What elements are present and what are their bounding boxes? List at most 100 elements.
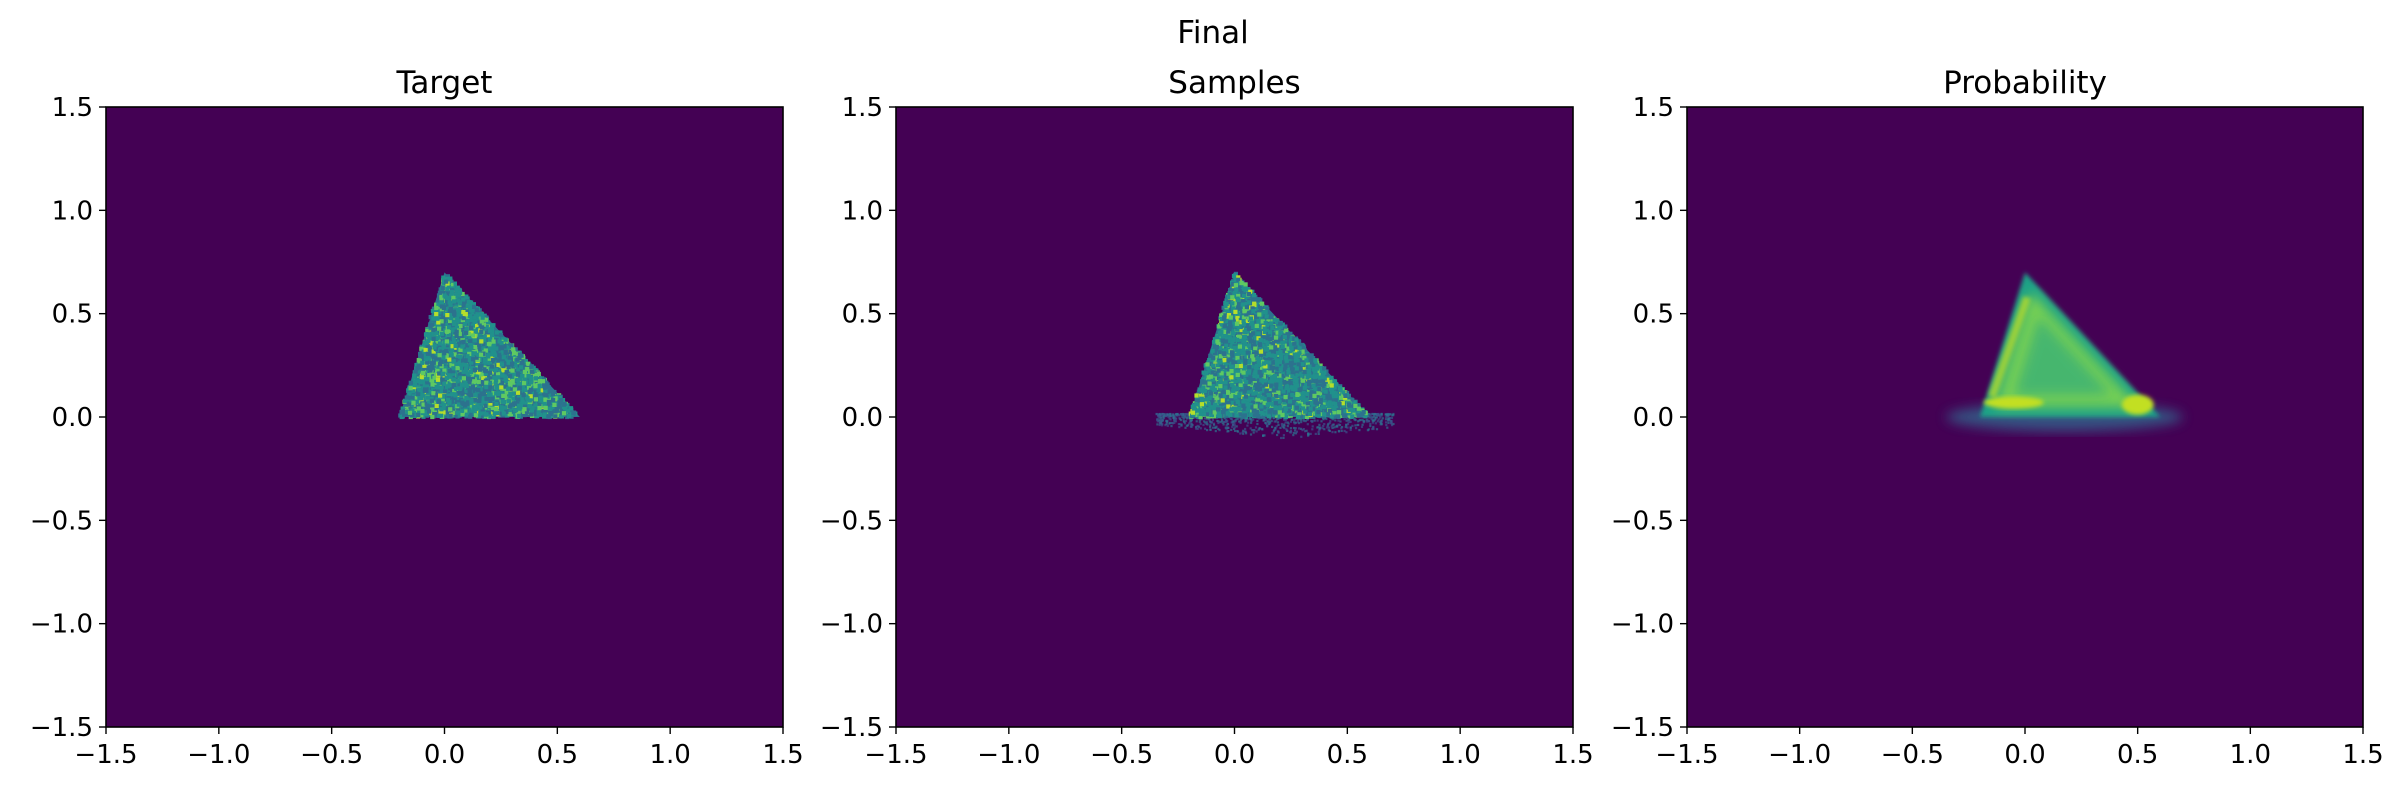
speckle <box>510 369 514 373</box>
speckle <box>519 365 523 369</box>
speckle <box>455 317 459 321</box>
speckle <box>507 399 511 403</box>
spill-pixel <box>1172 422 1174 424</box>
spill-pixel <box>1368 420 1370 422</box>
spill-pixel <box>1276 434 1278 436</box>
spill-pixel <box>1293 432 1295 434</box>
speckle <box>490 364 494 368</box>
speckle <box>438 353 442 357</box>
speckle <box>478 368 482 372</box>
speckle <box>449 351 453 355</box>
speckle <box>460 392 464 396</box>
speckle <box>427 409 431 413</box>
speckle <box>563 402 567 406</box>
spill-pixel <box>1253 429 1255 431</box>
x-tick-label: 0.0 <box>424 740 465 770</box>
speckle <box>448 407 452 411</box>
spill-pixel <box>1363 420 1365 422</box>
speckle <box>480 312 484 316</box>
spill-pixel <box>1244 428 1246 430</box>
speckle <box>526 396 530 400</box>
spill-pixel <box>1245 432 1247 434</box>
spill-pixel <box>1378 418 1380 420</box>
speckle <box>417 396 421 400</box>
spill-pixel <box>1391 417 1393 419</box>
speckle <box>460 401 464 405</box>
speckle <box>447 358 451 362</box>
spill-pixel <box>1318 424 1320 426</box>
spill-pixel <box>1312 425 1314 427</box>
spill-pixel <box>1341 430 1343 432</box>
speckle <box>488 371 492 375</box>
x-tick-label: −0.5 <box>300 740 363 770</box>
speckle <box>463 322 467 326</box>
spill-pixel <box>1178 426 1180 428</box>
speckle <box>530 370 534 374</box>
speckle <box>432 361 436 365</box>
speckle <box>472 305 476 309</box>
speckle <box>477 399 481 403</box>
spill-pixel <box>1300 436 1302 438</box>
speckle <box>517 404 521 408</box>
speckle <box>528 390 532 394</box>
speckle <box>513 387 517 391</box>
speckle <box>424 348 428 352</box>
spill-pixel <box>1298 427 1300 429</box>
speckle <box>417 406 421 410</box>
speckle <box>534 376 538 380</box>
speckle <box>425 404 429 408</box>
spill-pixel <box>1385 424 1387 426</box>
speckle <box>408 411 412 415</box>
speckle <box>519 361 523 365</box>
spill-pixel <box>1379 417 1381 419</box>
speckle <box>441 286 445 290</box>
speckle <box>521 400 525 404</box>
x-tick-label: −1.0 <box>187 740 250 770</box>
speckle <box>426 352 430 356</box>
spill-pixel <box>1376 416 1378 418</box>
speckle <box>460 345 464 349</box>
spill-pixel <box>1277 421 1279 423</box>
y-tick-label: −1.5 <box>30 713 93 743</box>
spill-pixel <box>1206 429 1208 431</box>
speckle <box>420 361 424 365</box>
speckle <box>465 364 469 368</box>
speckle <box>491 344 495 348</box>
y-tick-label: −1.0 <box>30 610 93 640</box>
speckle <box>467 300 471 304</box>
spill-pixel <box>1374 419 1376 421</box>
spill-pixel <box>1391 414 1393 416</box>
speckle <box>538 399 542 403</box>
spill-pixel <box>1274 427 1276 429</box>
spill-pixel <box>1215 430 1217 432</box>
spill-pixel <box>1234 426 1236 428</box>
speckle <box>548 389 552 393</box>
spill-pixel <box>1334 431 1336 433</box>
spill-pixel <box>1169 413 1171 415</box>
spill-pixel <box>1209 420 1211 422</box>
spill-pixel <box>1374 413 1376 415</box>
speckle <box>469 370 473 374</box>
speckle <box>534 397 538 401</box>
spill-pixel <box>1378 414 1380 416</box>
speckle <box>491 323 495 327</box>
speckle <box>434 312 438 316</box>
spill-pixel <box>1331 425 1333 427</box>
spill-pixel <box>1350 421 1352 423</box>
speckle <box>500 374 504 378</box>
spill-pixel <box>1290 427 1292 429</box>
speckle <box>477 380 481 384</box>
speckle <box>538 384 542 388</box>
x-tick-label: 1.0 <box>649 740 690 770</box>
spill-pixel <box>1227 427 1229 429</box>
spill-pixel <box>1221 420 1223 422</box>
spill-pixel <box>1369 423 1371 425</box>
spill-pixel <box>1196 420 1198 422</box>
speckle <box>500 362 504 366</box>
speckle <box>494 382 498 386</box>
speckle <box>508 356 512 360</box>
spill-pixel <box>1273 417 1275 419</box>
spill-pixel <box>1329 422 1331 424</box>
speckle <box>490 397 494 401</box>
spill-pixel <box>1224 421 1226 423</box>
